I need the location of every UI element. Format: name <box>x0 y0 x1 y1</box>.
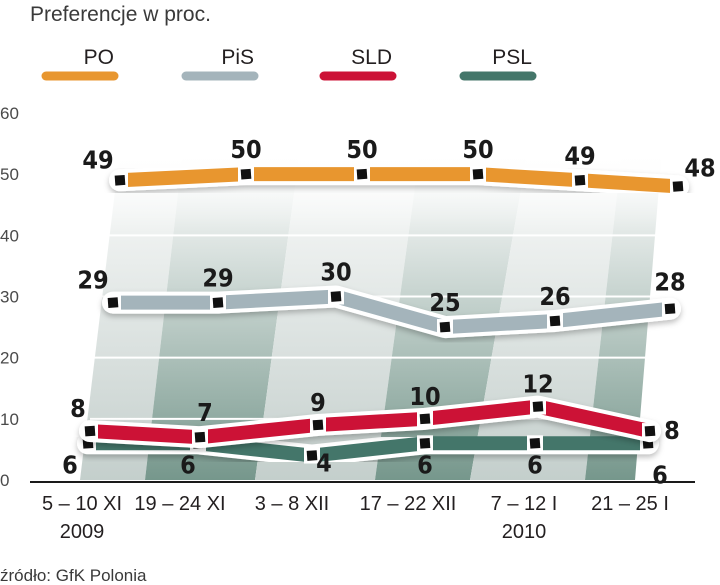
data-point <box>529 437 541 449</box>
data-point <box>356 168 368 180</box>
data-point <box>574 174 586 186</box>
x-tick-label: 5 – 10 XI <box>42 493 122 515</box>
data-point <box>107 297 119 308</box>
data-label: 50 <box>230 135 261 164</box>
data-label: 48 <box>684 153 715 182</box>
data-label: 8 <box>664 416 680 445</box>
series-pis: 29 29 30 25 26 28 <box>77 258 686 339</box>
x-axis: 5 – 10 XI 19 – 24 XI 3 – 8 XII 17 – 22 XII 7… <box>30 481 695 543</box>
series-line <box>89 399 652 445</box>
data-label: 50 <box>462 135 493 164</box>
source-note: źródło: GfK Polonia <box>0 566 147 585</box>
year-label: 2009 <box>60 521 105 543</box>
legend-label: PSL <box>492 46 532 69</box>
year-label: 2010 <box>502 521 547 543</box>
data-label: 12 <box>522 370 553 399</box>
data-point <box>212 297 224 308</box>
legend-label: SLD <box>351 46 392 69</box>
data-label: 4 <box>316 449 332 478</box>
data-label: 6 <box>62 450 78 479</box>
data-point <box>312 419 324 431</box>
data-point <box>532 401 544 412</box>
data-point <box>644 425 656 437</box>
data-point <box>114 174 126 186</box>
x-tick-label: 3 – 8 XII <box>255 493 330 515</box>
y-tick-label: 0 <box>0 471 9 490</box>
x-tick-label: 17 – 22 XII <box>360 493 457 515</box>
x-tick-label: 19 – 24 XI <box>134 493 225 515</box>
data-point <box>472 168 484 180</box>
data-point <box>240 168 252 180</box>
data-point <box>306 450 318 461</box>
y-tick-label: 60 <box>0 104 19 123</box>
legend-item-po: PO <box>41 46 119 81</box>
data-label: 29 <box>77 266 108 295</box>
data-label: 49 <box>564 141 595 170</box>
legend-label: PiS <box>221 46 254 69</box>
y-tick-label: 40 <box>0 226 19 245</box>
legend-item-psl: PSL <box>459 46 537 81</box>
data-label: 9 <box>310 388 326 417</box>
data-label: 10 <box>409 382 440 411</box>
data-label: 25 <box>429 288 460 317</box>
y-tick-label: 50 <box>0 165 19 184</box>
data-label: 50 <box>346 135 377 164</box>
background-band <box>375 150 528 480</box>
data-label: 6 <box>417 450 433 479</box>
y-axis: 0 10 20 30 40 50 60 <box>0 104 19 490</box>
data-label: 29 <box>202 264 233 293</box>
data-point <box>330 291 342 302</box>
data-label: 7 <box>197 398 213 427</box>
background-band <box>80 150 183 480</box>
series-group: 6 6 4 6 6 6 8 7 9 10 12 8 29 29 30 25 26 28 49 50 50 50 49 48 <box>62 135 715 489</box>
legend-item-pis: PiS <box>181 46 259 81</box>
x-tick-label: 7 – 12 I <box>491 493 558 515</box>
background-band <box>145 150 300 480</box>
data-label: 6 <box>652 460 668 489</box>
data-label: 28 <box>654 268 685 297</box>
y-tick-label: 30 <box>0 288 19 307</box>
data-point <box>549 315 561 327</box>
series-po: 49 50 50 50 49 48 <box>82 135 716 198</box>
data-point <box>419 413 431 425</box>
x-tick-label: 21 – 25 I <box>591 493 669 515</box>
series-line <box>113 289 671 335</box>
legend-item-sld: SLD <box>319 46 397 81</box>
chart-subtitle: Preferencje w proc. <box>30 3 211 26</box>
data-label: 49 <box>82 145 113 174</box>
legend-label: PO <box>84 46 114 69</box>
data-label: 8 <box>70 394 86 423</box>
data-label: 26 <box>539 282 570 311</box>
legend: PO PiS SLD PSL <box>41 46 537 81</box>
series-sld: 8 7 9 10 12 8 <box>70 370 680 449</box>
series-line <box>119 167 679 194</box>
data-point <box>84 425 96 437</box>
data-label: 6 <box>180 450 196 479</box>
data-point <box>664 303 676 315</box>
data-point <box>672 181 684 192</box>
data-point <box>419 437 431 449</box>
data-label: 6 <box>527 450 543 479</box>
background-band <box>255 150 420 480</box>
y-tick-label: 20 <box>0 349 19 368</box>
data-point <box>194 431 206 443</box>
data-label: 30 <box>320 258 351 287</box>
data-point <box>439 321 451 333</box>
y-tick-label: 10 <box>0 410 19 429</box>
